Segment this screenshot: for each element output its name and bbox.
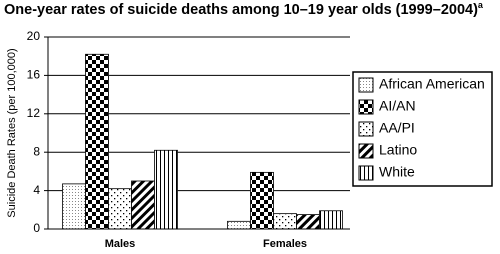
y-tick-label: 16 [27,68,41,82]
legend-swatch [358,143,374,159]
bar [131,180,155,230]
legend-swatch [358,121,374,137]
bar [108,188,132,230]
bar [227,220,251,230]
bar [154,149,178,230]
y-tick-label: 4 [33,183,40,197]
y-tick-label: 0 [33,221,40,235]
y-tick-label: 8 [33,144,40,158]
legend-label: White [379,164,415,180]
x-tick-label: Males [105,238,136,250]
legend-box [352,71,493,187]
legend-swatch [358,99,374,115]
legend-label: AI/AN [379,98,416,114]
legend-label: African American [379,76,485,92]
legend-swatch [358,165,374,181]
bar [296,214,320,230]
chart-title: One-year rates of suicide deaths among 1… [4,0,484,17]
legend-label: AA/PI [379,120,415,136]
bar [250,171,274,230]
bar [273,213,297,230]
bar [85,53,109,230]
legend-label: Latino [379,142,417,158]
legend-swatch [358,77,374,93]
y-axis-label: Suicide Death Rates (per 100,000) [6,48,18,217]
bar [319,210,343,230]
bar [62,183,86,230]
y-tick-label: 20 [27,29,41,43]
x-tick-label: Females [263,238,307,250]
y-tick-label: 12 [27,106,41,120]
